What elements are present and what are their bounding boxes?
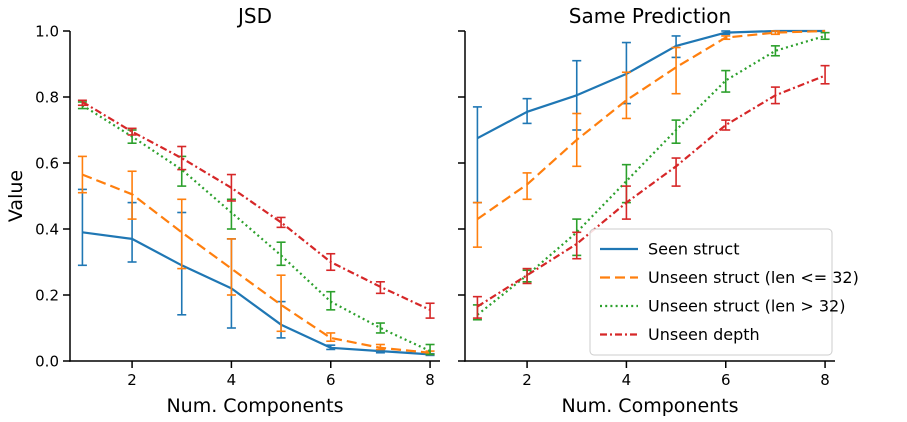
jsd-title: JSD (236, 4, 272, 28)
jsd-y-axis-label: Value (5, 170, 27, 222)
same-prediction-x-tick-label: 4 (622, 371, 632, 389)
jsd-y-tick-label: 0.2 (35, 287, 59, 305)
legend-label-series-2: Unseen struct (len <= 32) (648, 268, 859, 287)
jsd-x-tick-label: 2 (127, 371, 137, 389)
same-prediction-x-tick-label: 6 (721, 371, 731, 389)
jsd-series-1-line (82, 231, 431, 356)
jsd-x-tick-label: 8 (425, 371, 435, 389)
same-prediction-series-4-line (476, 74, 826, 308)
same-prediction-x-axis-label: Num. Components (561, 395, 738, 417)
legend-label-series-1: Seen struct (648, 240, 739, 259)
legend-label-series-4: Unseen depth (648, 325, 760, 344)
same-prediction-x-tick-label: 8 (820, 371, 830, 389)
jsd-series-3-line (81, 104, 431, 353)
same-prediction-series-1-line (476, 29, 826, 140)
jsd-y-tick-label: 0.0 (35, 353, 59, 371)
jsd-series-4-line (81, 100, 431, 311)
same-prediction-series-3-line (476, 34, 826, 316)
same-prediction-x-tick-label: 2 (522, 371, 532, 389)
jsd-y-tick-label: 1.0 (35, 23, 59, 41)
jsd-y-tick-label: 0.8 (35, 89, 59, 107)
jsd-series-2-line (81, 173, 431, 354)
legend: Seen struct Unseen struct (len <= 32) Unse… (589, 228, 859, 356)
jsd-y-tick-label: 0.6 (35, 155, 59, 173)
same-prediction-panel: 2 4 6 8 Same Prediction Num. Components (458, 4, 835, 417)
jsd-y-tick-label: 0.4 (35, 221, 59, 239)
same-prediction-series-2-line (476, 29, 826, 221)
legend-box (589, 228, 833, 356)
jsd-x-tick-label: 6 (326, 371, 336, 389)
jsd-panel: 0.0 0.2 0.4 0.6 0.8 1.0 2 4 6 8 JSD Num. Components… (5, 4, 440, 417)
legend-label-series-3: Unseen struct (len > 32) (648, 297, 845, 316)
jsd-x-axis-label: Num. Components (166, 395, 343, 417)
same-prediction-title: Same Prediction (569, 4, 731, 28)
jsd-x-tick-label: 4 (227, 371, 237, 389)
